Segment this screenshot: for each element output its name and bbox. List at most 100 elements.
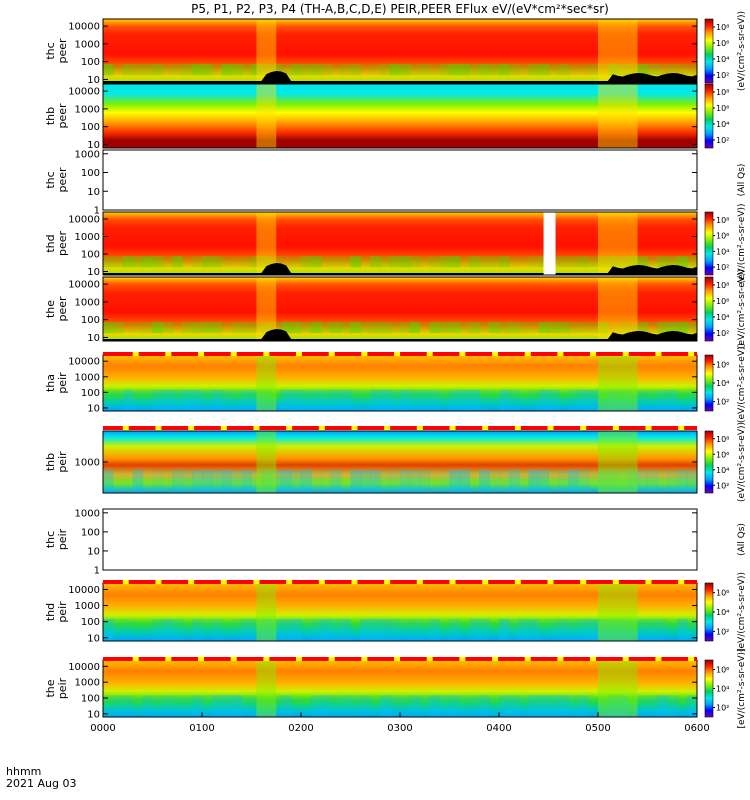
- y-tick-label: 100: [81, 122, 100, 133]
- quality-strip-flag: [449, 580, 456, 584]
- spectrogram-texture: [548, 321, 559, 334]
- spectrogram-texture: [350, 256, 361, 268]
- y-tick-label: 100: [81, 315, 100, 326]
- spectrogram-texture: [439, 63, 450, 76]
- spectrogram-texture: [132, 321, 144, 334]
- spectrogram-image: [103, 583, 697, 641]
- spectrogram-texture: [360, 321, 371, 334]
- quality-strip-flag: [482, 580, 489, 584]
- spectrogram-texture: [162, 256, 173, 268]
- colorbar-tick-label: 10²: [716, 627, 729, 636]
- spectrogram-texture: [647, 695, 658, 717]
- quality-strip-flag: [416, 580, 423, 584]
- spectrogram-texture: [112, 389, 124, 411]
- y-tick-label: 100: [81, 527, 100, 538]
- colorbar-tick-label: 10⁴: [716, 120, 729, 129]
- spectrogram-texture: [459, 695, 470, 717]
- quality-strip-flag: [678, 426, 685, 430]
- spectrogram-texture: [231, 63, 243, 76]
- quality-strip-flag: [612, 426, 619, 430]
- spectrogram-texture: [271, 695, 282, 717]
- spectrogram-texture: [558, 321, 569, 334]
- x-axis: 0000 0100 0200 0300 0400 0500 0600: [90, 712, 710, 734]
- spectrogram-texture: [310, 63, 322, 76]
- spectrogram-texture: [231, 695, 243, 717]
- spectrogram-texture: [617, 469, 629, 493]
- y-tick-label: 1000: [75, 678, 100, 689]
- spectrogram-texture: [518, 389, 530, 411]
- x-axis-label-line1: hhmm: [6, 765, 41, 778]
- spectrogram-texture: [598, 469, 609, 493]
- spectrogram-texture: [301, 618, 312, 641]
- spectrogram-texture: [419, 695, 431, 717]
- spectrogram-texture: [687, 389, 698, 411]
- y-tick-label: 10000: [68, 280, 100, 291]
- spectrogram-texture: [350, 63, 361, 76]
- colorbar-tick-label: 10²: [716, 398, 729, 407]
- colorbar: [704, 211, 714, 276]
- x-tick-label: 0300: [387, 723, 412, 734]
- spectrogram-texture: [459, 256, 470, 268]
- colorbar-tick-label: 10⁶: [716, 39, 729, 48]
- spectrogram-texture: [429, 256, 441, 268]
- spectrogram-texture: [132, 618, 144, 641]
- spectrogram-texture: [439, 389, 450, 411]
- spectrogram-texture: [419, 618, 431, 641]
- quality-strip-flag: [678, 580, 685, 584]
- panel-label-probe: thc: [44, 42, 57, 59]
- spectrogram-texture: [142, 469, 153, 493]
- spectrogram-texture: [459, 63, 470, 76]
- side-text: (All Qs): [737, 523, 747, 556]
- spectrogram-texture: [687, 618, 698, 641]
- spectrogram-texture: [607, 63, 619, 76]
- spectrogram-texture: [528, 469, 540, 493]
- quality-strip-flag: [645, 580, 652, 584]
- panel-label-probe: thc: [44, 531, 57, 548]
- spectrogram-texture: [499, 618, 510, 641]
- spectrogram-texture: [142, 256, 153, 268]
- spectrogram-image: [103, 431, 697, 493]
- spectrogram-texture: [350, 695, 361, 717]
- colorbar-tick-label: 10²: [716, 136, 729, 145]
- spectrogram-texture: [598, 256, 609, 268]
- spectrogram-texture: [152, 695, 163, 717]
- spectrogram-texture: [657, 695, 668, 717]
- spectrogram-texture: [162, 63, 173, 76]
- spectrogram-texture: [152, 618, 163, 641]
- spectrogram-texture: [340, 63, 351, 76]
- spectrogram-texture: [558, 618, 569, 641]
- spectrogram-texture: [162, 469, 173, 493]
- spectrogram-texture: [647, 321, 658, 334]
- spectrogram-transition: [598, 212, 638, 275]
- spectrogram-transition: [256, 583, 277, 641]
- spectrogram-texture: [390, 63, 401, 76]
- spectrogram-texture: [192, 321, 203, 334]
- spectrogram-texture: [548, 695, 559, 717]
- spectrogram-texture: [647, 256, 658, 268]
- panel-label-probe: thd: [44, 234, 57, 252]
- spectrogram-texture: [182, 618, 193, 641]
- spectrogram-texture: [687, 469, 698, 493]
- spectrogram-image: [103, 84, 697, 148]
- spectrogram-texture: [310, 321, 322, 334]
- spectrogram-texture: [122, 389, 134, 411]
- spectrogram-texture: [499, 695, 510, 717]
- spectrogram-texture: [122, 63, 134, 76]
- spectrogram-texture: [221, 695, 233, 717]
- spectrogram-texture: [211, 469, 223, 493]
- spectrogram-texture: [508, 618, 520, 641]
- spectrogram-mask: [103, 263, 697, 275]
- spectrogram-texture: [627, 321, 639, 334]
- quality-strip-flag: [688, 352, 695, 356]
- y-tick-label: 1: [94, 206, 100, 217]
- spectrogram-texture: [508, 256, 520, 268]
- spectrogram-texture: [172, 256, 183, 268]
- quality-strip-flag: [263, 657, 270, 661]
- spectrogram-texture: [667, 256, 678, 268]
- spectrogram-texture: [370, 695, 381, 717]
- spectrogram-texture: [429, 321, 441, 334]
- spectrogram-mask: [103, 71, 697, 83]
- spectrogram-transition: [256, 431, 277, 493]
- spectrogram-texture: [538, 695, 549, 717]
- spectrogram-texture: [142, 321, 153, 334]
